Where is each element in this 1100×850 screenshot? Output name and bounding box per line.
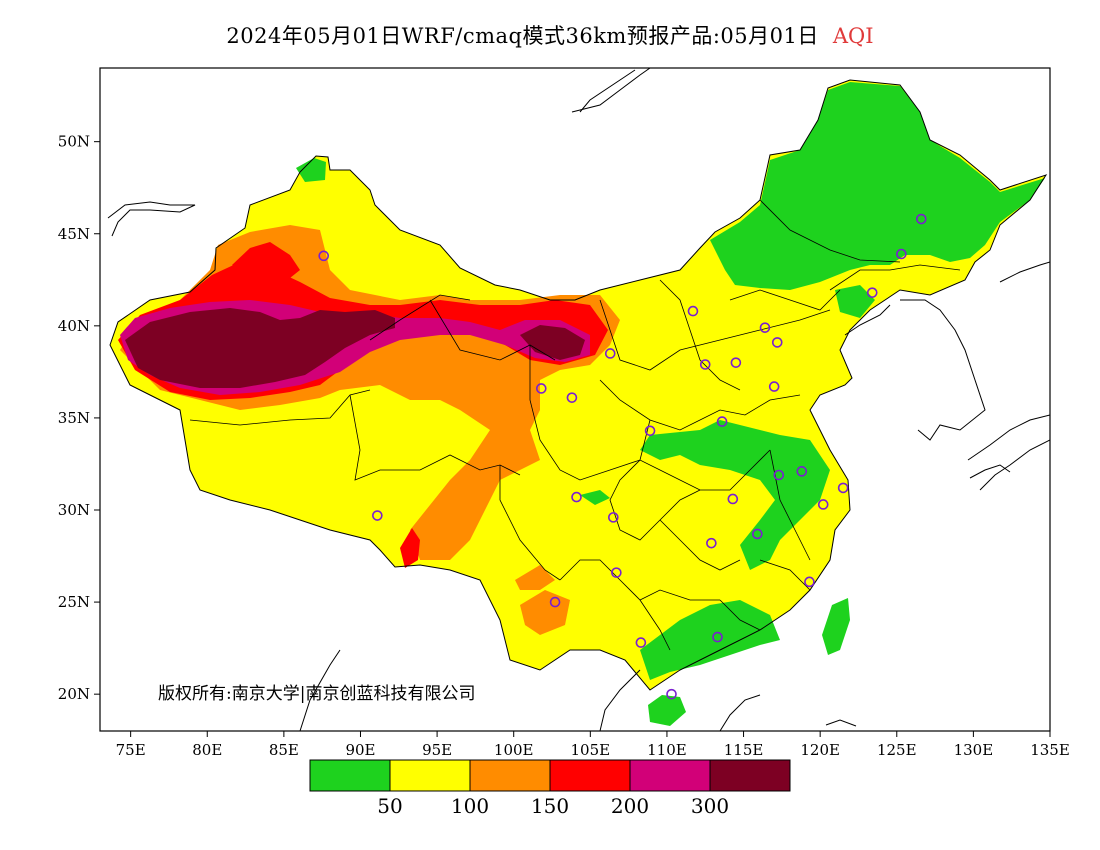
plot-frame <box>99 67 1051 732</box>
aqi-field-green-south <box>640 600 780 680</box>
legend-threshold-label: 200 <box>611 794 649 818</box>
aqi-field-green-tarim-nw <box>296 158 326 182</box>
lon-tick-label: 90E <box>345 741 375 759</box>
city-station-marker <box>644 425 656 437</box>
province-borders <box>189 199 961 651</box>
legend-threshold-label: 100 <box>451 794 489 818</box>
city-station-marker <box>666 688 677 700</box>
lon-tick-label: 80E <box>192 741 222 759</box>
city-station-marker <box>915 213 927 225</box>
legend-color-box <box>709 759 791 792</box>
city-station-marker <box>771 337 783 348</box>
city-station-marker <box>716 416 728 427</box>
city-station-marker <box>318 250 330 262</box>
city-station-marker <box>804 576 815 588</box>
aqi-field-red-tarim-ne <box>232 242 300 282</box>
city-station-marker <box>773 469 785 481</box>
aqi-field-green-northeast <box>710 82 1045 290</box>
city-station-marker <box>712 631 723 643</box>
aqi-field-maroon <box>125 308 395 388</box>
legend-color-box <box>309 759 391 792</box>
aqi-field-green-hainan <box>648 695 686 726</box>
aqi-field-red-tibet <box>400 528 420 568</box>
copyright-text: 版权所有:南京大学|南京创蓝科技有限公司 <box>158 684 476 704</box>
city-station-marker <box>896 248 907 260</box>
map-title: 2024年05月01日WRF/cmaq模式36km预报产品:05月01日 AQI <box>0 20 1100 54</box>
lat-tick-label: 40N <box>58 317 90 335</box>
legend-color-box <box>469 759 551 792</box>
lon-tick-label: 115E <box>724 741 764 759</box>
city-station-marker <box>535 383 547 394</box>
station-markers <box>318 213 927 700</box>
axis-ticks: 75E 80E 85E 90E 95E 100E 105E 110E 115E 120E 125E 1… <box>58 133 1070 759</box>
aqi-field-orange-sw <box>515 565 555 590</box>
city-station-marker <box>372 510 383 521</box>
city-station-marker <box>727 493 739 505</box>
city-station-marker <box>752 528 763 540</box>
city-station-marker <box>796 466 808 477</box>
city-station-marker <box>837 482 849 494</box>
lon-tick-label: 95E <box>422 741 452 759</box>
aqi-field-maroon-east <box>520 325 585 360</box>
map-plot <box>107 68 1050 731</box>
coastlines <box>107 68 1050 731</box>
aqi-field-green-blob2 <box>835 285 875 318</box>
city-station-marker <box>768 381 780 392</box>
city-station-marker <box>759 322 771 333</box>
legend-color-box <box>549 759 631 792</box>
city-station-marker <box>687 305 699 317</box>
lon-tick-label: 120E <box>800 741 840 759</box>
legend-threshold-label: 300 <box>691 794 729 818</box>
lon-tick-label: 105E <box>571 741 611 759</box>
aqi-field-green-blob1 <box>580 490 610 505</box>
aqi-field-orange-yn <box>520 590 570 635</box>
city-station-marker <box>604 348 616 359</box>
lon-tick-label: 130E <box>954 741 994 759</box>
lon-tick-label: 110E <box>647 741 687 759</box>
city-station-marker <box>699 359 711 370</box>
lon-tick-label: 85E <box>269 741 299 759</box>
city-station-marker <box>817 499 829 510</box>
lon-tick-label: 125E <box>877 741 917 759</box>
legend-threshold-label: 150 <box>531 794 569 818</box>
aqi-field-green-east <box>640 420 830 570</box>
legend-threshold-label: 50 <box>377 794 402 818</box>
city-station-marker <box>608 512 619 523</box>
legend-color-box <box>389 759 471 792</box>
lat-tick-label: 35N <box>58 409 90 427</box>
city-station-marker <box>706 537 717 549</box>
aqi-legend: 50 100 150 200 300 <box>309 759 791 818</box>
legend-color-box <box>629 759 711 792</box>
city-station-marker <box>635 637 647 648</box>
city-station-marker <box>611 567 622 578</box>
lat-tick-label: 20N <box>58 685 90 703</box>
city-station-marker <box>549 596 561 608</box>
lat-tick-label: 30N <box>58 501 90 519</box>
lon-tick-label: 75E <box>116 741 146 759</box>
city-station-marker <box>730 357 742 368</box>
city-station-marker <box>866 287 878 298</box>
title-text: 2024年05月01日WRF/cmaq模式36km预报产品:05月01日 <box>226 24 819 48</box>
lon-tick-label: 135E <box>1030 741 1070 759</box>
lon-tick-label: 100E <box>494 741 534 759</box>
city-station-marker <box>566 392 578 403</box>
aqi-field-green-taiwan <box>822 598 850 655</box>
variable-label: AQI <box>832 24 874 48</box>
city-station-marker <box>571 491 582 503</box>
lat-tick-label: 50N <box>58 133 90 151</box>
lat-tick-label: 25N <box>58 593 90 611</box>
lat-tick-label: 45N <box>58 225 90 243</box>
